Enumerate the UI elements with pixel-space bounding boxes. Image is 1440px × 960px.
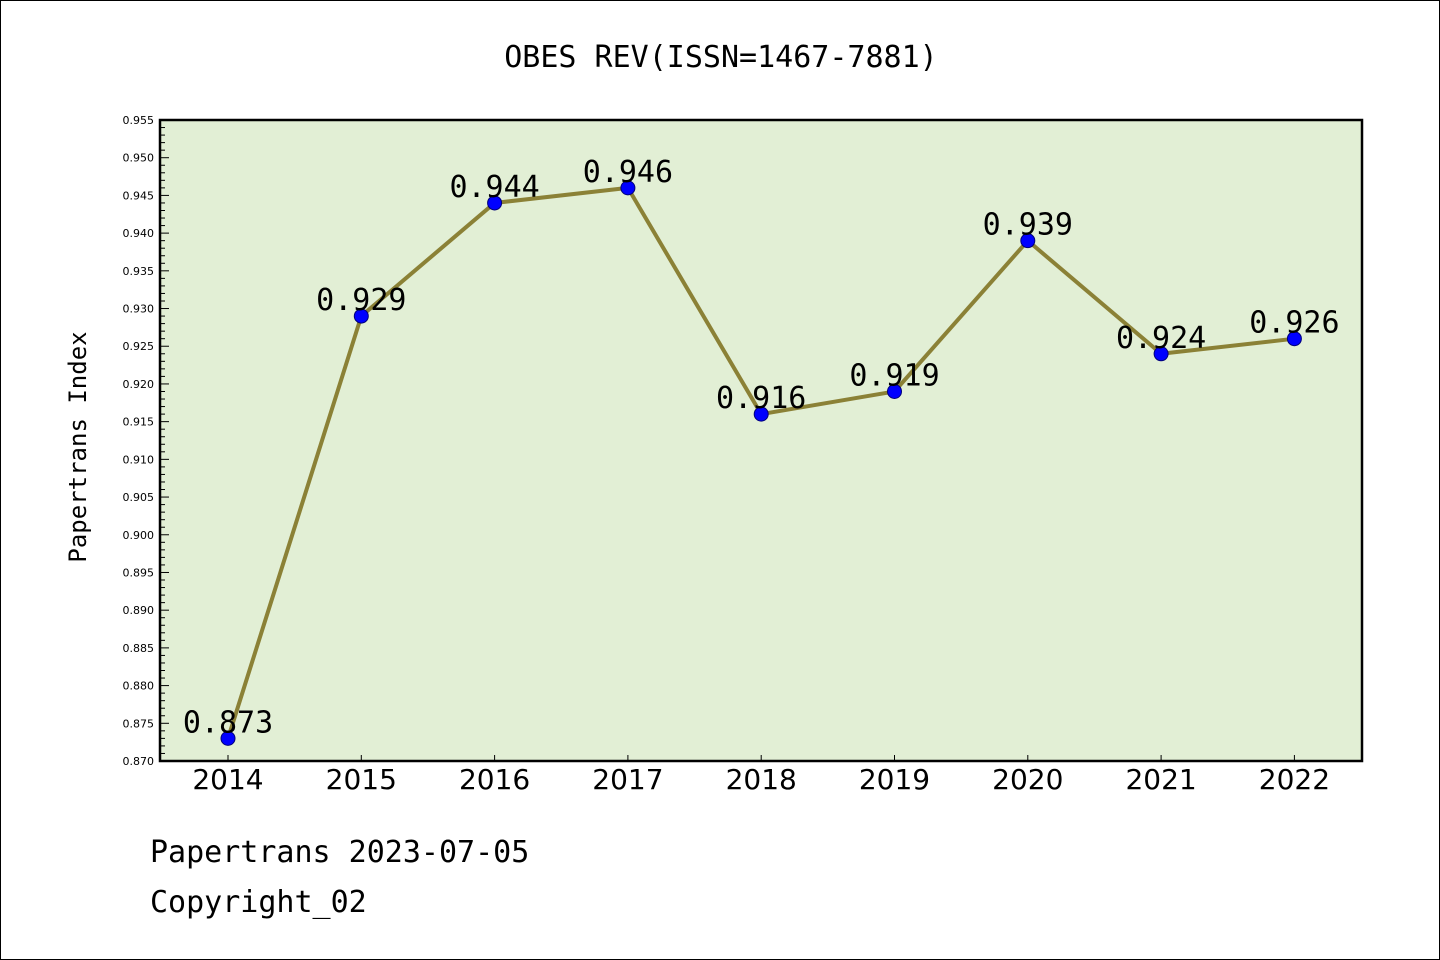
data-point <box>220 730 236 746</box>
y-tick-label: 0.900 <box>123 529 155 542</box>
y-axis-label: Papertrans Index <box>64 331 92 562</box>
data-label: 0.939 <box>983 208 1073 243</box>
data-label: 0.916 <box>716 381 806 416</box>
x-tick-label: 2018 <box>726 763 797 796</box>
y-tick-label: 0.920 <box>123 378 155 391</box>
y-tick-label: 0.895 <box>123 566 155 579</box>
y-tick-label: 0.955 <box>123 114 155 127</box>
y-tick-label: 0.885 <box>123 642 155 655</box>
y-tick-label: 0.880 <box>123 680 155 693</box>
x-tick-label: 2019 <box>859 763 930 796</box>
y-tick-label: 0.930 <box>123 303 155 316</box>
x-tick-label: 2014 <box>192 763 263 796</box>
y-tick-label: 0.890 <box>123 604 155 617</box>
data-label: 0.929 <box>316 283 406 318</box>
y-tick-label: 0.875 <box>123 717 155 730</box>
x-tick-label: 2021 <box>1125 763 1196 796</box>
plot-area <box>158 118 1364 763</box>
y-tick-label: 0.945 <box>123 189 155 202</box>
data-label: 0.926 <box>1249 306 1339 341</box>
y-tick-label: 0.905 <box>123 491 155 504</box>
x-tick-label: 2015 <box>326 763 397 796</box>
data-label: 0.946 <box>583 155 673 190</box>
y-tick-label: 0.950 <box>123 152 155 165</box>
x-tick-label: 2020 <box>992 763 1063 796</box>
y-tick-label: 0.925 <box>123 340 155 353</box>
data-label: 0.873 <box>183 705 273 740</box>
data-point <box>887 383 902 399</box>
data-point <box>353 308 369 324</box>
data-point <box>620 180 636 196</box>
data-label: 0.924 <box>1116 321 1206 356</box>
chart-title: OBES REV(ISSN=1467-7881) <box>504 40 937 75</box>
data-point <box>1153 346 1169 362</box>
data-point <box>753 406 769 422</box>
y-tick-label: 0.910 <box>123 453 155 466</box>
data-label: 0.944 <box>449 170 539 205</box>
y-tick-label: 0.915 <box>123 416 155 429</box>
y-tick-label: 0.870 <box>123 755 155 768</box>
y-tick-label: 0.935 <box>123 265 155 278</box>
data-point <box>487 195 503 211</box>
data-point <box>1020 233 1036 249</box>
footer-date: Papertrans 2023-07-05 <box>150 835 530 870</box>
x-tick-label: 2022 <box>1259 763 1330 796</box>
x-tick-label: 2017 <box>592 763 663 796</box>
y-tick-label: 0.940 <box>123 227 155 240</box>
data-point <box>1286 331 1302 347</box>
x-tick-label: 2016 <box>459 763 530 796</box>
data-label: 0.919 <box>849 358 939 393</box>
footer-copyright: Copyright_02 <box>150 885 367 920</box>
